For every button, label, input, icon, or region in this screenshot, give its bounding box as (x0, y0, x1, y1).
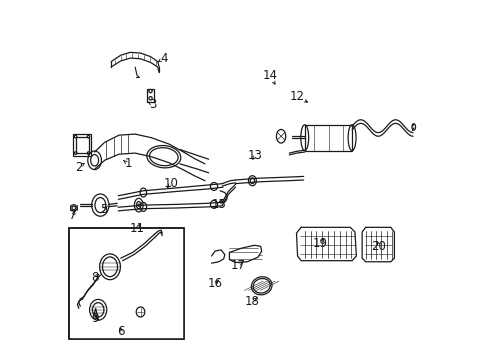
Text: 3: 3 (149, 98, 157, 111)
Bar (73, 134, 91, 156)
Text: 17: 17 (230, 259, 245, 272)
Text: 18: 18 (244, 295, 259, 308)
Text: 13: 13 (247, 149, 262, 162)
Bar (70, 229, 183, 338)
Text: 15: 15 (211, 198, 225, 211)
Text: 14: 14 (262, 69, 277, 82)
Bar (69, 228, 183, 338)
Text: 19: 19 (312, 237, 327, 250)
Text: 9: 9 (91, 311, 98, 325)
Text: 2: 2 (75, 161, 82, 174)
Text: 10: 10 (163, 177, 178, 190)
Text: 16: 16 (207, 278, 222, 291)
Text: 1: 1 (124, 157, 131, 170)
Text: 5: 5 (100, 203, 107, 216)
Text: 8: 8 (91, 271, 98, 284)
Text: 7: 7 (69, 209, 77, 222)
Text: 20: 20 (371, 240, 386, 253)
Text: 12: 12 (289, 90, 305, 103)
Bar (76, 136, 88, 153)
Bar (304, 125, 351, 150)
Bar (69, 228, 183, 338)
Text: 4: 4 (160, 51, 167, 64)
Text: 6: 6 (117, 325, 124, 338)
Text: 11: 11 (130, 222, 145, 235)
